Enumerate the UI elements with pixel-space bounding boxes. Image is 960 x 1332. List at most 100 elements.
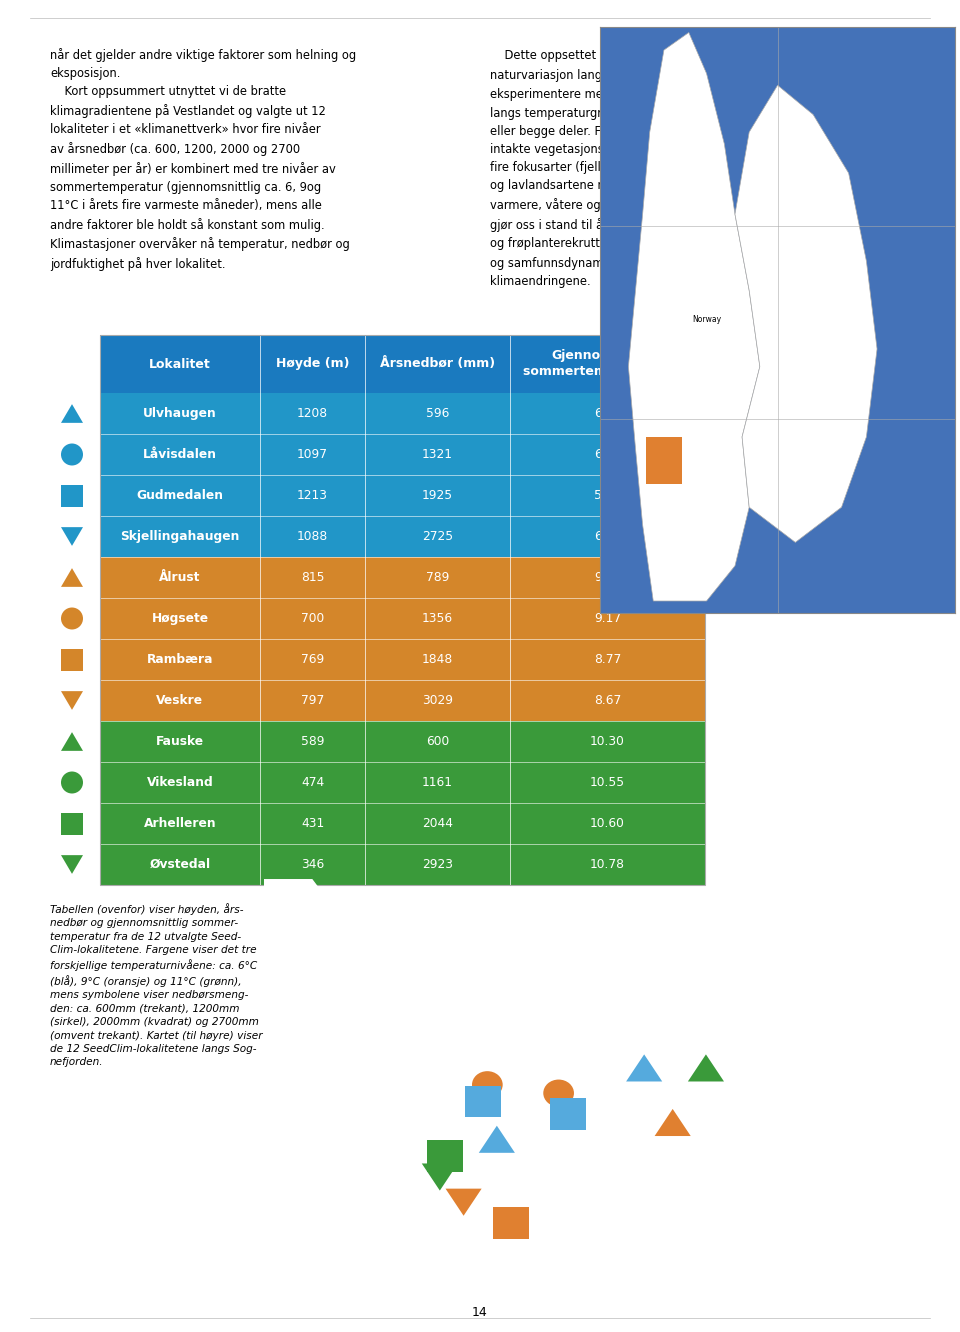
Text: 596: 596 xyxy=(426,408,449,420)
Bar xyxy=(100,681,705,721)
Text: Arhelleren: Arhelleren xyxy=(144,817,216,830)
Text: 5.87: 5.87 xyxy=(594,489,621,502)
Polygon shape xyxy=(61,691,83,710)
Bar xyxy=(100,598,705,639)
Bar xyxy=(100,336,705,393)
Text: Høyde (m): Høyde (m) xyxy=(276,357,349,370)
Polygon shape xyxy=(492,938,559,1004)
Text: 700: 700 xyxy=(300,611,324,625)
Text: Fauske: Fauske xyxy=(156,735,204,749)
Polygon shape xyxy=(435,887,501,955)
Polygon shape xyxy=(61,733,83,751)
Text: 8.67: 8.67 xyxy=(594,694,621,707)
Bar xyxy=(61,485,83,506)
Text: 1321: 1321 xyxy=(422,448,453,461)
Polygon shape xyxy=(588,1098,654,1148)
Polygon shape xyxy=(302,1106,359,1148)
Text: 6.58: 6.58 xyxy=(594,530,621,543)
Text: Gjennomsnittlig
sommertemperatur (°C): Gjennomsnittlig sommertemperatur (°C) xyxy=(523,349,692,378)
Text: 1925: 1925 xyxy=(422,489,453,502)
Text: 10.78: 10.78 xyxy=(590,858,625,871)
Text: Dette oppsettet gir oss muligheter til å studere
naturvariasjon langs gradienten: Dette oppsettet gir oss muligheter til å… xyxy=(490,48,795,288)
Polygon shape xyxy=(629,32,760,601)
Polygon shape xyxy=(264,1152,739,1299)
Text: Lokalitet: Lokalitet xyxy=(149,357,211,370)
Text: 815: 815 xyxy=(300,571,324,583)
Text: 600: 600 xyxy=(426,735,449,749)
Polygon shape xyxy=(688,1055,724,1082)
Circle shape xyxy=(543,1079,574,1107)
Polygon shape xyxy=(511,1098,578,1148)
Text: 1088: 1088 xyxy=(297,530,328,543)
Bar xyxy=(100,557,705,598)
Text: 14: 14 xyxy=(472,1305,488,1319)
Text: Veskre: Veskre xyxy=(156,694,204,707)
Text: Øvstedal: Øvstedal xyxy=(150,858,210,871)
Text: 1213: 1213 xyxy=(297,489,328,502)
Text: Gudmedalen: Gudmedalen xyxy=(136,489,224,502)
Text: 797: 797 xyxy=(300,694,324,707)
Bar xyxy=(61,649,83,670)
Bar xyxy=(100,803,705,844)
Text: 1097: 1097 xyxy=(297,448,328,461)
Polygon shape xyxy=(349,1022,416,1072)
Text: 10.60: 10.60 xyxy=(590,817,625,830)
Text: 2044: 2044 xyxy=(422,817,453,830)
Polygon shape xyxy=(369,896,435,955)
Bar xyxy=(100,393,705,434)
Circle shape xyxy=(61,444,83,465)
Text: 1356: 1356 xyxy=(422,611,453,625)
Polygon shape xyxy=(61,569,83,587)
Polygon shape xyxy=(359,955,425,1014)
Polygon shape xyxy=(264,1068,321,1172)
Text: Låvisdalen: Låvisdalen xyxy=(143,448,217,461)
Polygon shape xyxy=(655,1110,691,1136)
Text: 2923: 2923 xyxy=(422,858,453,871)
Polygon shape xyxy=(425,946,492,1014)
Polygon shape xyxy=(659,1098,720,1148)
Text: 1161: 1161 xyxy=(422,777,453,789)
Text: 589: 589 xyxy=(300,735,324,749)
Bar xyxy=(100,434,705,476)
Polygon shape xyxy=(61,527,83,546)
Polygon shape xyxy=(264,879,330,922)
Polygon shape xyxy=(264,996,349,1080)
Polygon shape xyxy=(61,404,83,422)
Bar xyxy=(646,437,682,484)
Text: 346: 346 xyxy=(300,858,324,871)
Polygon shape xyxy=(626,1055,662,1082)
Text: Vikesland: Vikesland xyxy=(147,777,213,789)
Circle shape xyxy=(61,771,83,794)
Text: 2725: 2725 xyxy=(422,530,453,543)
Polygon shape xyxy=(735,85,877,542)
Bar xyxy=(100,844,705,884)
Bar xyxy=(550,1098,587,1130)
Polygon shape xyxy=(479,1126,515,1152)
Polygon shape xyxy=(61,855,83,874)
Text: 474: 474 xyxy=(300,777,324,789)
Polygon shape xyxy=(492,1004,559,1068)
Polygon shape xyxy=(559,988,625,1047)
Text: 431: 431 xyxy=(300,817,324,830)
Bar xyxy=(426,1140,463,1172)
Circle shape xyxy=(472,1071,503,1099)
Polygon shape xyxy=(345,1090,407,1139)
Text: 1208: 1208 xyxy=(297,408,328,420)
Text: Årsnedbør (mm): Årsnedbør (mm) xyxy=(380,357,495,370)
Bar xyxy=(100,476,705,515)
Bar xyxy=(100,336,705,884)
Bar xyxy=(100,515,705,557)
Bar xyxy=(100,721,705,762)
Text: 10.55: 10.55 xyxy=(590,777,625,789)
Text: 9.17: 9.17 xyxy=(594,611,621,625)
Text: Rambæra: Rambæra xyxy=(147,653,213,666)
Text: 8.77: 8.77 xyxy=(594,653,621,666)
Polygon shape xyxy=(407,1080,473,1131)
Text: Høgsete: Høgsete xyxy=(152,611,208,625)
Text: Skjellingahaugen: Skjellingahaugen xyxy=(120,530,240,543)
Text: 9.14: 9.14 xyxy=(594,571,621,583)
Text: 6.45: 6.45 xyxy=(594,448,621,461)
Bar xyxy=(465,1086,501,1118)
Polygon shape xyxy=(264,930,397,996)
Polygon shape xyxy=(445,1188,482,1216)
